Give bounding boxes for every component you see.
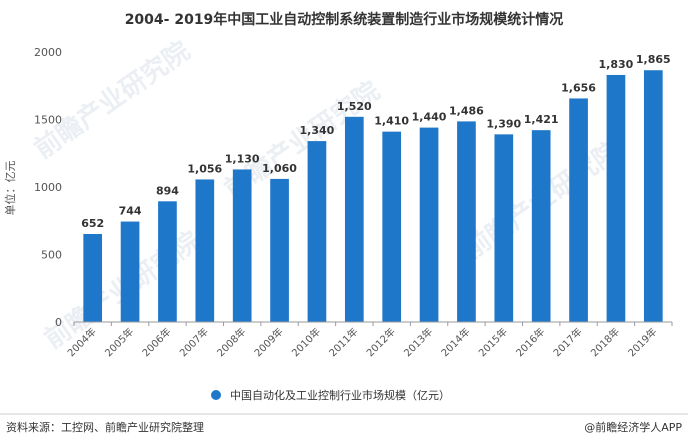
x-tick-label: 2017年	[550, 325, 584, 359]
data-label: 1,060	[262, 162, 297, 175]
data-label: 1,410	[374, 115, 409, 128]
data-label: 894	[156, 184, 179, 197]
bar	[606, 74, 626, 322]
bar	[232, 169, 252, 322]
y-tick-label: 2000	[34, 46, 62, 59]
x-tick-label: 2004年	[65, 325, 99, 359]
data-label: 1,056	[187, 162, 222, 175]
data-label: 1,520	[337, 100, 372, 113]
legend-marker	[211, 390, 221, 400]
x-tick-label: 2018年	[588, 325, 622, 359]
bar	[457, 121, 476, 322]
data-label: 1,865	[636, 53, 671, 66]
x-tick-label: 2005年	[102, 325, 136, 359]
data-label: 744	[119, 205, 142, 218]
x-tick-label: 2014年	[438, 325, 472, 359]
data-label: 1,421	[524, 113, 559, 126]
x-tick-label: 2007年	[177, 325, 211, 359]
data-label: 1,440	[412, 111, 447, 124]
x-tick-label: 2009年	[251, 325, 285, 359]
x-tick-label: 2013年	[401, 325, 435, 359]
bar	[307, 141, 327, 322]
bar	[270, 178, 289, 322]
footer-source: 资料来源：工控网、前瞻产业研究院整理	[6, 420, 204, 434]
data-label: 1,390	[486, 117, 521, 130]
data-label: 1,130	[225, 152, 260, 165]
data-label: 1,830	[599, 58, 634, 71]
footer-brand: @前瞻经济学人APP	[584, 420, 682, 434]
x-tick-label: 2010年	[289, 325, 323, 359]
legend-label: 中国自动化及工业控制行业市场规模（亿元）	[230, 388, 450, 402]
x-tick-label: 2008年	[214, 325, 248, 359]
y-tick-label: 500	[41, 249, 62, 262]
x-tick-label: 2006年	[139, 325, 173, 359]
bar	[643, 70, 663, 322]
data-label: 1,656	[561, 81, 596, 94]
data-label: 652	[81, 217, 104, 230]
bar	[344, 116, 364, 322]
legend: 中国自动化及工业控制行业市场规模（亿元）	[211, 388, 450, 402]
y-axis-label: 单位：亿元	[3, 161, 17, 216]
bar	[382, 131, 402, 322]
bar	[531, 130, 551, 322]
bar	[569, 98, 588, 322]
bar	[494, 134, 514, 322]
bar	[158, 201, 177, 322]
data-label: 1,486	[449, 104, 484, 117]
bar	[83, 233, 103, 322]
bar	[120, 221, 140, 322]
y-tick-label: 1000	[34, 181, 62, 194]
bar	[195, 179, 215, 322]
data-label: 1,340	[300, 124, 335, 137]
x-tick-label: 2016年	[513, 325, 547, 359]
x-tick-label: 2019年	[625, 325, 659, 359]
x-tick-label: 2012年	[364, 325, 398, 359]
x-tick-label: 2011年	[326, 325, 360, 359]
y-tick-label: 0	[55, 316, 62, 329]
x-tick-label: 2015年	[476, 325, 510, 359]
bar	[419, 127, 439, 322]
chart-title: 2004- 2019年中国工业自动控制系统装置制造行业市场规模统计情况	[125, 11, 564, 28]
y-tick-label: 1500	[34, 114, 62, 127]
